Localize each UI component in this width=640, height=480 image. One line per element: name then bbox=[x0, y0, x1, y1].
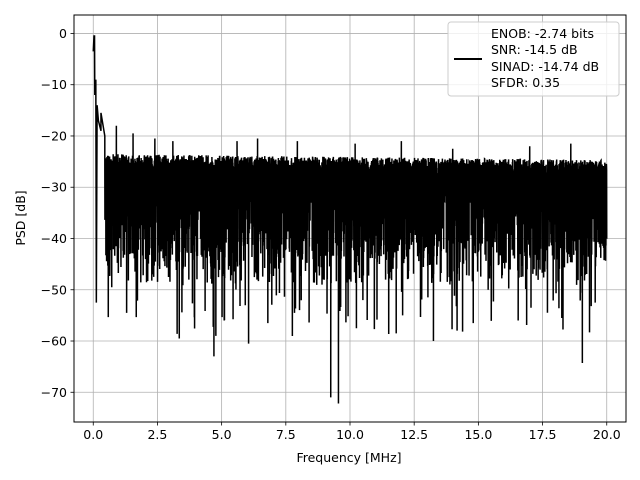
x-tick-label: 20.0 bbox=[593, 427, 621, 442]
y-tick-label: −30 bbox=[41, 180, 67, 195]
y-tick-label: −20 bbox=[41, 128, 67, 143]
x-tick-label: 12.5 bbox=[400, 427, 428, 442]
y-tick-label: −60 bbox=[41, 334, 67, 349]
x-tick-label: 0.0 bbox=[83, 427, 103, 442]
legend-enob: ENOB: -2.74 bits bbox=[491, 26, 594, 41]
x-tick-label: 2.5 bbox=[147, 427, 167, 442]
y-tick-label: −40 bbox=[41, 231, 67, 246]
x-tick-label: 7.5 bbox=[276, 427, 296, 442]
x-tick-label: 15.0 bbox=[464, 427, 492, 442]
y-tick-label: 0 bbox=[59, 26, 67, 41]
x-tick-label: 17.5 bbox=[529, 427, 557, 442]
y-tick-label: −10 bbox=[41, 77, 67, 92]
series-group bbox=[92, 35, 608, 404]
y-tick-label: −70 bbox=[41, 385, 67, 400]
legend-sfdr: SFDR: 0.35 bbox=[491, 75, 560, 90]
x-tick-label: 5.0 bbox=[212, 427, 232, 442]
x-tick-label: 10.0 bbox=[336, 427, 364, 442]
legend: ENOB: -2.74 bits SNR: -14.5 dB SINAD: -1… bbox=[447, 21, 620, 97]
legend-snr: SNR: -14.5 dB bbox=[491, 42, 578, 57]
y-axis-label: PSD [dB] bbox=[13, 190, 28, 245]
ticks: 0.0 2.5 5.0 7.5 10.0 12.5 15.0 17.5 20.0 0 −10 −20 −… bbox=[41, 26, 621, 442]
x-axis-label: Frequency [MHz] bbox=[296, 450, 401, 465]
y-tick-label: −50 bbox=[41, 282, 67, 297]
legend-box bbox=[447, 21, 620, 97]
legend-sinad: SINAD: -14.74 dB bbox=[491, 59, 599, 74]
psd-series-line bbox=[92, 35, 608, 404]
